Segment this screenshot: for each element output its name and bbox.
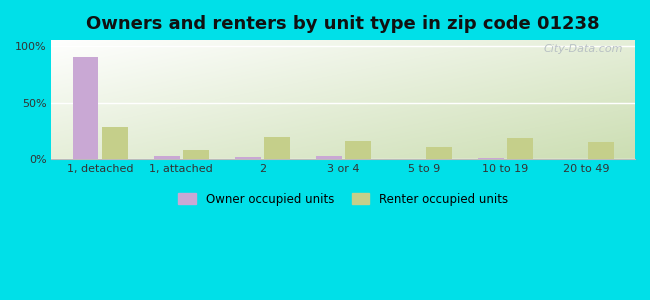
Bar (426, 147, 452, 159)
Bar (102, 128, 127, 159)
Bar (153, 156, 179, 159)
Bar (183, 150, 209, 159)
Bar (345, 141, 370, 159)
Bar (588, 142, 614, 159)
Bar (73, 57, 99, 159)
Text: City-Data.com: City-Data.com (544, 44, 623, 54)
Bar (235, 157, 261, 159)
Title: Owners and renters by unit type in zip code 01238: Owners and renters by unit type in zip c… (86, 15, 600, 33)
Bar (316, 156, 342, 159)
Legend: Owner occupied units, Renter occupied units: Owner occupied units, Renter occupied un… (179, 193, 508, 206)
Bar (478, 158, 504, 159)
Bar (264, 136, 290, 159)
Bar (507, 138, 533, 159)
